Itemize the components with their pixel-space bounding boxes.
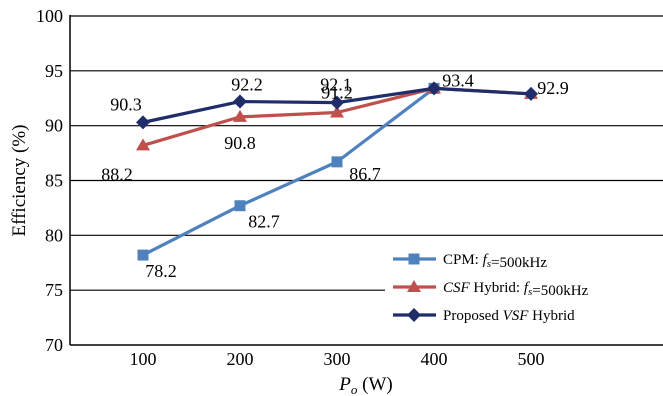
data-point-vsf-400 [427,81,441,96]
data-label-csf-100: 88.2 [101,164,133,184]
legend-marker-csf [407,280,421,292]
series-cpm [137,82,440,261]
data-label-cpm-200: 82.7 [248,212,280,232]
y-tick-label-90: 90 [45,116,63,136]
y-tick-label-100: 100 [36,6,63,26]
data-point-cpm-100 [137,249,149,261]
x-tick-label-300: 300 [324,349,351,369]
data-point-vsf-500 [524,86,538,101]
data-point-vsf-300 [330,95,344,110]
data-label-cpm-300: 86.7 [349,164,381,184]
legend-marker-vsf [407,308,421,322]
data-point-csf-100 [136,138,150,151]
data-label-csf-200: 90.8 [224,133,256,153]
x-tick-label-200: 200 [227,349,254,369]
x-axis-title: Po (W) [338,374,392,396]
data-label-cpm-100: 78.2 [145,261,177,281]
series-line-cpm [142,87,435,257]
x-tick-label-500: 500 [518,349,545,369]
y-tick-label-75: 75 [45,280,63,300]
data-point-csf-300 [330,105,344,118]
legend-label-cpm: CPM: fs=500kHz [443,252,547,271]
data-point-cpm-200 [234,200,246,212]
data-point-csf-200 [233,109,247,122]
data-point-vsf-100 [136,115,150,130]
y-tick-label-70: 70 [45,335,63,355]
legend: CPM: fs=500kHz CSF Hybrid: fs=500kHz Propo… [385,236,663,336]
y-tick-label-85: 85 [45,171,63,191]
x-tick-label-100: 100 [130,349,157,369]
data-point-vsf-200 [233,94,247,109]
data-label-csf-300: 91.2 [321,83,353,103]
y-tick-label-95: 95 [45,61,63,81]
data-label-vsf-400: 93.4 [442,70,474,90]
x-tick-label-400: 400 [421,349,448,369]
data-label-vsf-200: 92.2 [231,75,263,95]
legend-label-csf: CSF Hybrid: fs=500kHz [443,280,589,299]
y-tick-label-80: 80 [45,225,63,245]
series-vsf [136,81,538,130]
legend-label-vsf: Proposed VSF Hybrid [443,308,575,324]
legend-marker-cpm [408,253,420,265]
data-point-cpm-300 [331,156,343,168]
data-label-vsf-100: 90.3 [110,94,142,114]
data-label-vsf-300: 92.1 [320,75,352,95]
y-axis-title: Efficiency (%) [9,124,30,236]
data-label-vsf-500: 92.9 [537,78,569,98]
